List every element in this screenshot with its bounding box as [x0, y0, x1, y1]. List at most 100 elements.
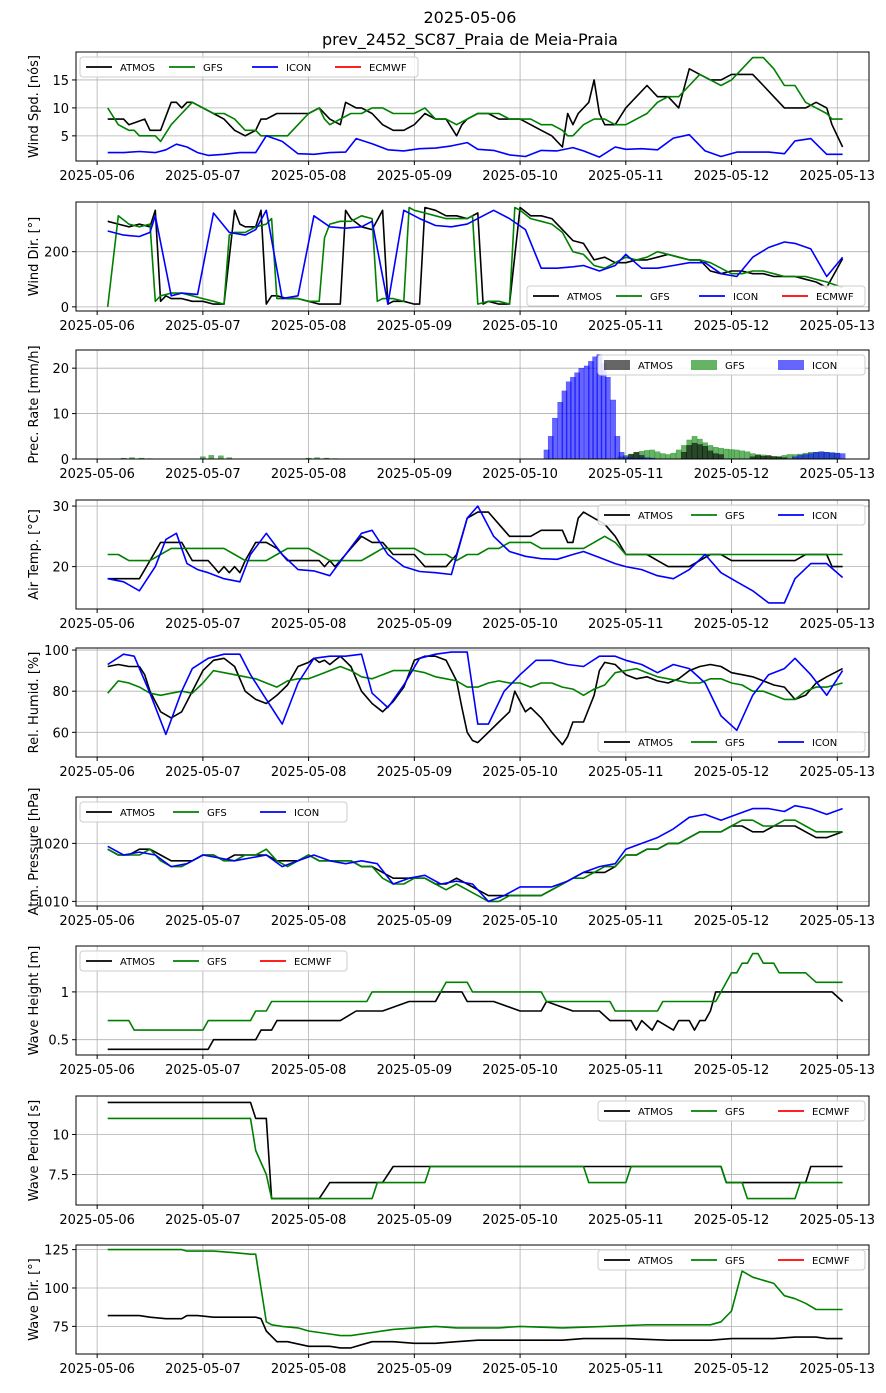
x-tick-label: 2025-05-07 [165, 1063, 241, 1078]
figure-title: 2025-05-06 [424, 8, 517, 27]
legend-label-ecmwf: ECMWF [812, 1256, 850, 1267]
x-tick-label: 2025-05-11 [588, 467, 664, 482]
legend-label-icon: ICON [286, 63, 311, 74]
x-tick-label: 2025-05-10 [482, 169, 558, 184]
x-tick-label: 2025-05-06 [59, 914, 135, 929]
legend-label-icon: ICON [733, 292, 758, 303]
x-tick-label: 2025-05-12 [694, 914, 770, 929]
y-tick-label: 200 [44, 246, 69, 261]
x-tick-label: 2025-05-10 [482, 467, 558, 482]
x-tick-label: 2025-05-12 [694, 1213, 770, 1228]
bar-gfs [724, 449, 729, 459]
bar-gfs [734, 450, 739, 459]
x-tick-label: 2025-05-08 [271, 765, 347, 780]
y-tick-label: 10 [52, 1128, 69, 1143]
x-tick-label: 2025-05-08 [271, 617, 347, 632]
bar-atmos [713, 454, 718, 459]
x-tick-label: 2025-05-06 [59, 1362, 135, 1377]
legend-label-gfs: GFS [207, 957, 227, 968]
y-axis-label: Wave Height [m] [27, 946, 42, 1056]
legend-label-gfs: GFS [207, 808, 227, 819]
legend: ATMOS GFS ECMWF [598, 1250, 865, 1270]
x-tick-label: 2025-05-09 [377, 1213, 453, 1228]
bar-gfs [655, 452, 660, 459]
x-tick-label: 2025-05-13 [799, 1213, 875, 1228]
y-axis-label: Prec. Rate [mm/h] [27, 345, 42, 463]
legend-label-icon: ICON [812, 511, 837, 522]
bar-icon [552, 418, 557, 459]
y-tick-label: 100 [44, 1282, 69, 1297]
x-tick-label: 2025-05-07 [165, 914, 241, 929]
legend-label-atmos: ATMOS [120, 63, 155, 74]
bar-atmos [755, 455, 760, 459]
x-tick-label: 2025-05-09 [377, 319, 453, 334]
bar-gfs [666, 454, 671, 459]
x-tick-label: 2025-05-11 [588, 765, 664, 780]
x-tick-label: 2025-05-10 [482, 1362, 558, 1377]
legend-label-icon: ICON [812, 738, 837, 749]
x-tick-label: 2025-05-08 [271, 467, 347, 482]
legend: ATMOS GFS ECMWF [80, 951, 347, 971]
bar-gfs [676, 450, 681, 459]
bar-icon [840, 454, 845, 459]
bar-icon [819, 452, 824, 459]
x-tick-label: 2025-05-08 [271, 914, 347, 929]
x-tick-label: 2025-05-08 [271, 1213, 347, 1228]
legend-swatch-gfs [691, 360, 717, 370]
bar-gfs [729, 449, 734, 459]
x-tick-label: 2025-05-10 [482, 914, 558, 929]
legend-label-gfs: GFS [725, 1256, 745, 1267]
legend-label-ecmwf: ECMWF [294, 957, 332, 968]
y-tick-label: 5 [61, 130, 69, 145]
legend-label-icon: ICON [812, 361, 837, 372]
legend-swatch-atmos [604, 360, 630, 370]
bar-icon [808, 454, 813, 459]
y-axis-label: Wind Spd. [nós] [27, 55, 42, 158]
x-tick-label: 2025-05-09 [377, 1063, 453, 1078]
bar-atmos [718, 454, 723, 459]
x-tick-label: 2025-05-13 [799, 914, 875, 929]
legend-label-ecmwf: ECMWF [812, 1107, 850, 1118]
bar-gfs [671, 453, 676, 459]
y-axis-label: Wave Dir. [°] [27, 1258, 42, 1341]
legend-label-gfs: GFS [725, 361, 745, 372]
legend-label-atmos: ATMOS [638, 1107, 673, 1118]
y-tick-label: 125 [44, 1244, 69, 1259]
y-tick-label: 15 [52, 74, 69, 89]
y-tick-label: 0.5 [48, 1034, 69, 1049]
x-tick-label: 2025-05-12 [694, 617, 770, 632]
legend-label-gfs: GFS [203, 63, 223, 74]
legend-label-atmos: ATMOS [638, 1256, 673, 1267]
x-tick-label: 2025-05-10 [482, 1213, 558, 1228]
legend-label-atmos: ATMOS [120, 957, 155, 968]
x-tick-label: 2025-05-06 [59, 169, 135, 184]
x-tick-label: 2025-05-13 [799, 169, 875, 184]
x-tick-label: 2025-05-07 [165, 1213, 241, 1228]
x-tick-label: 2025-05-12 [694, 1063, 770, 1078]
y-tick-label: 75 [52, 1320, 69, 1335]
y-axis-label: Air Temp. [°C] [27, 509, 42, 600]
x-tick-label: 2025-05-06 [59, 319, 135, 334]
x-tick-label: 2025-05-06 [59, 1063, 135, 1078]
bar-gfs [740, 451, 745, 459]
x-tick-label: 2025-05-07 [165, 765, 241, 780]
x-tick-label: 2025-05-08 [271, 1063, 347, 1078]
bar-icon [579, 368, 584, 459]
x-tick-label: 2025-05-11 [588, 1063, 664, 1078]
x-tick-label: 2025-05-07 [165, 467, 241, 482]
x-tick-label: 2025-05-13 [799, 319, 875, 334]
y-tick-label: 30 [52, 500, 69, 515]
figure-subtitle: prev_2452_SC87_Praia de Meia-Praia [322, 30, 618, 50]
x-tick-label: 2025-05-10 [482, 1063, 558, 1078]
legend-label-gfs: GFS [650, 292, 670, 303]
x-tick-label: 2025-05-09 [377, 617, 453, 632]
x-tick-label: 2025-05-13 [799, 467, 875, 482]
bar-icon [605, 377, 610, 459]
y-tick-label: 7.5 [48, 1169, 69, 1184]
x-tick-label: 2025-05-10 [482, 319, 558, 334]
